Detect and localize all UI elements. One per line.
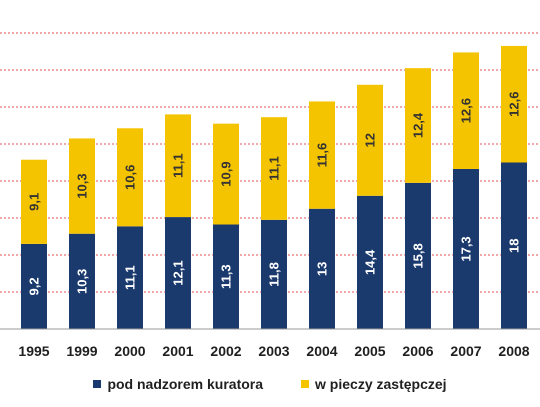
data-label-foster-care-2008: 12,6 xyxy=(507,92,522,117)
bar-supervision-2006 xyxy=(405,182,431,329)
legend-swatch-foster-care xyxy=(301,380,310,388)
data-label-supervision-1995: 9,2 xyxy=(27,277,42,295)
bar-supervision-2004 xyxy=(309,208,335,329)
data-label-supervision-2007: 17,3 xyxy=(459,236,474,261)
bar-foster-care-2005 xyxy=(357,84,383,196)
data-label-supervision-1999: 10,3 xyxy=(75,269,90,294)
bar-supervision-2008 xyxy=(501,162,527,329)
x-tick-label-2004: 2004 xyxy=(306,343,337,359)
x-tick-label-2001: 2001 xyxy=(162,343,193,359)
data-label-foster-care-2004: 11,6 xyxy=(315,143,330,168)
bar-foster-care-2007 xyxy=(453,52,479,169)
data-label-foster-care-2001: 11,1 xyxy=(171,153,186,178)
bar-foster-care-1999 xyxy=(69,138,95,234)
bar-supervision-2003 xyxy=(261,219,287,329)
x-tick-label-2006: 2006 xyxy=(402,343,433,359)
bar-foster-care-2003 xyxy=(261,117,287,220)
bar-foster-care-2002 xyxy=(213,123,239,225)
data-label-foster-care-2007: 12,6 xyxy=(459,98,474,123)
bar-foster-care-2006 xyxy=(405,68,431,183)
data-label-supervision-2000: 11,1 xyxy=(123,265,138,290)
bar-supervision-1995 xyxy=(21,243,47,329)
bar-supervision-2000 xyxy=(117,226,143,329)
data-label-supervision-2004: 13 xyxy=(315,262,330,276)
legend: pod nadzorem kuratora w pieczy zastępcze… xyxy=(0,372,540,396)
bar-foster-care-2001 xyxy=(165,114,191,218)
data-label-supervision-2002: 11,3 xyxy=(219,264,234,289)
bar-foster-care-2004 xyxy=(309,101,335,209)
legend-label-foster-care: w pieczy zastępczej xyxy=(315,376,447,392)
x-tick-label-2007: 2007 xyxy=(450,343,481,359)
x-tick-label-1995: 1995 xyxy=(18,343,49,359)
data-label-supervision-2001: 12,1 xyxy=(171,260,186,285)
bar-foster-care-1995 xyxy=(21,159,47,244)
data-label-foster-care-2003: 11,1 xyxy=(267,156,282,181)
data-label-supervision-2006: 15,8 xyxy=(411,243,426,268)
data-label-supervision-2003: 11,8 xyxy=(267,262,282,287)
x-tick-label-2003: 2003 xyxy=(258,343,289,359)
legend-swatch-supervision xyxy=(93,380,102,388)
x-tick-label-2005: 2005 xyxy=(354,343,385,359)
legend-item-foster-care: w pieczy zastępczej xyxy=(301,376,447,392)
data-label-foster-care-2002: 10,9 xyxy=(219,161,234,186)
legend-label-supervision: pod nadzorem kuratora xyxy=(107,376,264,392)
data-label-supervision-2008: 18 xyxy=(507,239,522,253)
bar-foster-care-2000 xyxy=(117,128,143,227)
data-label-foster-care-2000: 10,6 xyxy=(123,165,138,190)
bar-foster-care-2008 xyxy=(501,45,527,163)
x-tick-label-2002: 2002 xyxy=(210,343,241,359)
bar-supervision-2002 xyxy=(213,224,239,329)
x-tick-label-2000: 2000 xyxy=(114,343,145,359)
bar-supervision-2005 xyxy=(357,195,383,329)
bar-supervision-2007 xyxy=(453,168,479,329)
legend-item-supervision: pod nadzorem kuratora xyxy=(93,376,263,392)
data-label-foster-care-1995: 9,1 xyxy=(27,193,42,211)
data-label-supervision-2005: 14,4 xyxy=(363,249,378,275)
data-label-foster-care-2005: 12 xyxy=(363,133,378,147)
data-label-foster-care-2006: 12,4 xyxy=(411,112,426,138)
x-tick-label-1999: 1999 xyxy=(66,343,97,359)
bar-supervision-1999 xyxy=(69,233,95,329)
data-label-foster-care-1999: 10,3 xyxy=(75,173,90,198)
x-tick-label-2008: 2008 xyxy=(498,343,529,359)
bar-supervision-2001 xyxy=(165,217,191,329)
